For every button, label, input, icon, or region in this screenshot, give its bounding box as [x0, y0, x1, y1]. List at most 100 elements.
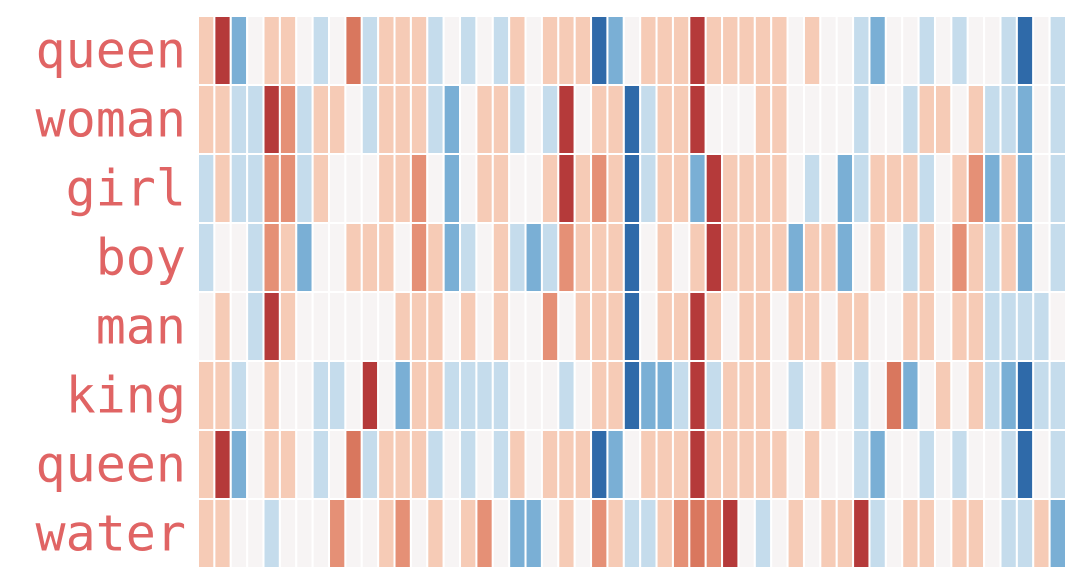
heatmap-cell	[393, 360, 412, 431]
heatmap-cell	[262, 84, 281, 155]
heatmap-cell	[278, 498, 298, 569]
heatmap-cell	[950, 498, 969, 569]
heatmap-cell	[639, 222, 658, 293]
heatmap-cell	[688, 15, 707, 86]
heatmap-cell	[1048, 360, 1068, 431]
heatmap-cell	[671, 429, 691, 500]
heatmap-cell	[884, 429, 904, 500]
heatmap-cell	[852, 291, 871, 362]
heatmap-cell	[737, 153, 756, 224]
heatmap-cell	[278, 153, 298, 224]
heatmap-cell	[508, 360, 527, 431]
heatmap-cell	[393, 222, 412, 293]
heatmap-cell	[606, 291, 625, 362]
heatmap-cell	[688, 498, 707, 569]
heatmap-cell	[671, 291, 691, 362]
heatmap-cell	[802, 15, 822, 86]
heatmap-cell	[540, 429, 560, 500]
row-labels: queen woman girl boy man king queen water	[35, 22, 186, 563]
heatmap-cell	[933, 84, 953, 155]
heatmap-cell	[524, 291, 543, 362]
heatmap-cell	[377, 429, 396, 500]
heatmap-cell	[360, 153, 380, 224]
heatmap-cell	[393, 429, 412, 500]
heatmap-cell	[753, 360, 773, 431]
heatmap-cell	[606, 15, 625, 86]
heatmap-cell	[557, 291, 576, 362]
heatmap-cell	[508, 291, 527, 362]
row-label-woman: woman	[35, 91, 186, 149]
heatmap-cell	[262, 429, 281, 500]
heatmap-cell	[950, 360, 969, 431]
heatmap-cell	[786, 222, 805, 293]
heatmap-cell	[950, 15, 969, 86]
heatmap-cell	[671, 360, 691, 431]
heatmap-cell	[753, 222, 773, 293]
heatmap-cell	[426, 498, 445, 569]
heatmap-cell	[573, 360, 593, 431]
heatmap-cell	[409, 15, 429, 86]
heatmap-cell	[311, 222, 331, 293]
heatmap-cell	[246, 498, 265, 569]
heatmap-cell	[540, 222, 560, 293]
heatmap-cell	[737, 291, 756, 362]
heatmap-cell	[278, 222, 298, 293]
heatmap-cell	[802, 84, 822, 155]
heatmap-cell	[835, 15, 855, 86]
heatmap-cell	[295, 429, 314, 500]
heatmap-cell	[475, 84, 494, 155]
heatmap-cell	[852, 498, 871, 569]
heatmap-cell	[1015, 498, 1035, 569]
heatmap-cell	[491, 15, 511, 86]
heatmap-cell	[229, 222, 249, 293]
heatmap-cell	[606, 84, 625, 155]
heatmap-cell	[360, 84, 380, 155]
heatmap-cell	[671, 15, 691, 86]
heatmap-cell	[557, 360, 576, 431]
heatmap-cell	[360, 15, 380, 86]
heatmap-cell	[737, 84, 756, 155]
heatmap-cell	[1048, 84, 1068, 155]
heatmap-cell	[590, 84, 609, 155]
heatmap-cell	[524, 429, 543, 500]
heatmap-cell	[573, 15, 593, 86]
heatmap-cell	[426, 222, 445, 293]
heatmap-cell	[786, 153, 805, 224]
heatmap-cell	[655, 15, 674, 86]
heatmap-cell	[197, 429, 216, 500]
heatmap-cell	[966, 15, 986, 86]
heatmap-cell	[491, 429, 511, 500]
heatmap-cell	[983, 222, 1002, 293]
heatmap-cell	[229, 360, 249, 431]
heatmap-cell	[262, 360, 281, 431]
heatmap-cell	[704, 84, 724, 155]
heatmap-cell	[573, 498, 593, 569]
heatmap-cell	[311, 498, 331, 569]
heatmap-cell	[590, 360, 609, 431]
heatmap-cell	[459, 222, 478, 293]
heatmap-cell	[868, 84, 887, 155]
heatmap-cell	[295, 84, 314, 155]
heatmap-cell	[737, 498, 756, 569]
heatmap-cell	[868, 15, 887, 86]
heatmap-cell	[540, 291, 560, 362]
heatmap-cell	[884, 498, 904, 569]
heatmap-cell	[933, 429, 953, 500]
heatmap-cell	[344, 498, 363, 569]
heatmap-cell	[377, 291, 396, 362]
heatmap-cell	[901, 84, 920, 155]
heatmap-cell	[197, 84, 216, 155]
heatmap-cell	[966, 498, 986, 569]
heatmap-cell	[868, 291, 887, 362]
heatmap-cell	[328, 15, 347, 86]
heatmap-cell	[852, 84, 871, 155]
heatmap-cell	[360, 360, 380, 431]
heatmap-cell	[557, 84, 576, 155]
heatmap-cell	[884, 360, 904, 431]
heatmap-cell	[442, 498, 462, 569]
heatmap-cell	[655, 291, 674, 362]
heatmap-cell	[884, 222, 904, 293]
heatmap-cell	[311, 153, 331, 224]
heatmap-cell	[426, 360, 445, 431]
heatmap-cell	[852, 15, 871, 86]
